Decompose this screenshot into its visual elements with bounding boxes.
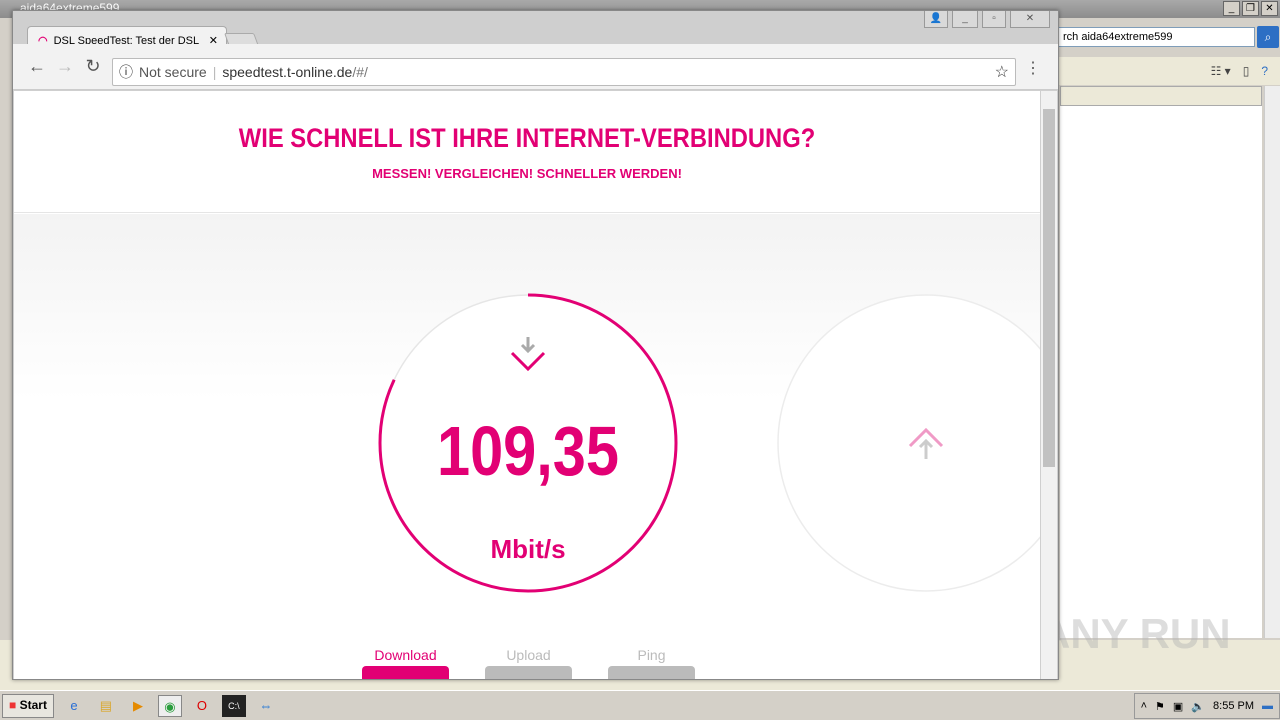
column-header xyxy=(1060,86,1262,106)
file-list xyxy=(1060,106,1262,638)
tab-title: DSL SpeedTest: Test der DSL xyxy=(53,34,200,47)
separator: | xyxy=(212,64,217,80)
info-icon[interactable]: ⓘ xyxy=(119,64,133,80)
background-window-controls: _ ❐ ✕ xyxy=(1223,1,1278,16)
tab-download-label[interactable]: Download xyxy=(374,647,437,663)
file-explorer-icon[interactable]: ▤ xyxy=(99,697,113,713)
scrollbar-thumb[interactable] xyxy=(1043,109,1055,467)
download-arrow-icon xyxy=(510,337,546,372)
minimize-button[interactable]: _ xyxy=(1223,1,1240,16)
cmd-icon[interactable]: C:\ xyxy=(221,694,246,717)
maximize-button[interactable]: ▫ xyxy=(982,11,1006,28)
address-bar[interactable]: ⓘ Not secure | speedtest.t-online.de/#/ … xyxy=(112,58,1016,86)
explorer-toolbar: ☷ ▾ ▯? xyxy=(1058,57,1280,85)
windows-logo-icon: ■ xyxy=(9,697,17,712)
page-header: WIE SCHNELL IST IHRE INTERNET-VERBINDUNG… xyxy=(14,91,1040,213)
tab-download-bar[interactable] xyxy=(362,666,449,679)
close-tab-icon[interactable]: ✕ xyxy=(208,35,218,47)
gauges xyxy=(378,293,1040,593)
taskbar: ■ Start e ▤ ▶ ◉ O C:\ ⇔ ˄ ⚑ ▣ 🔈 8:55 PM … xyxy=(0,690,1280,720)
back-icon[interactable]: ← xyxy=(28,56,46,76)
browser-window: 👤 _ ▫ ✕ ◠ DSL SpeedTest: Test der DSL ✕ … xyxy=(12,10,1059,680)
search-icon[interactable]: ⌕ xyxy=(1257,26,1279,48)
profile-icon[interactable]: 👤 xyxy=(924,11,948,28)
tab-ping-label[interactable]: Ping xyxy=(637,647,666,663)
tab-upload-label[interactable]: Upload xyxy=(506,647,551,663)
view-icon[interactable]: ☷ ▾ xyxy=(1210,64,1231,78)
show-hidden-icons[interactable]: ˄ xyxy=(1140,700,1148,712)
show-desktop-icon[interactable]: ▬ xyxy=(1262,700,1273,712)
restore-button[interactable]: ❐ xyxy=(1242,1,1259,16)
chrome-icon[interactable]: ◉ xyxy=(157,694,182,717)
close-button[interactable]: ✕ xyxy=(1261,1,1278,16)
upload-gauge-track xyxy=(777,294,1040,592)
help-icon[interactable]: ? xyxy=(1261,64,1268,78)
flag-icon[interactable]: ⚑ xyxy=(1155,700,1165,713)
speed-value: 109,35 xyxy=(436,412,619,490)
url-host: speedtest.t-online.de xyxy=(222,64,353,80)
volume-icon[interactable]: 🔈 xyxy=(1191,700,1206,713)
system-tray: ˄ ⚑ ▣ 🔈 8:55 PM ▬ xyxy=(1133,693,1280,719)
browser-window-controls: 👤 _ ▫ ✕ xyxy=(924,11,1050,28)
upload-arrow-icon xyxy=(908,427,944,459)
page-title: WIE SCHNELL IST IHRE INTERNET-VERBINDUNG… xyxy=(238,123,816,153)
search-input[interactable]: rch aida64extreme599 xyxy=(1058,27,1255,47)
page-subtitle: MESSEN! VERGLEICHEN! SCHNELLER WERDEN! xyxy=(372,166,682,181)
clock[interactable]: 8:55 PM xyxy=(1213,700,1254,712)
security-label: Not secure xyxy=(139,64,207,80)
media-player-icon[interactable]: ▶ xyxy=(132,697,143,713)
scrollbar[interactable] xyxy=(1264,86,1280,638)
page-content: WIE SCHNELL IST IHRE INTERNET-VERBINDUNG… xyxy=(14,91,1040,679)
bookmark-star-icon[interactable]: ☆ xyxy=(994,64,1009,81)
minimize-button[interactable]: _ xyxy=(952,11,978,28)
reload-icon[interactable]: ↻ xyxy=(85,56,101,76)
tab-upload-bar[interactable] xyxy=(485,666,572,679)
watermark: ANY RUN xyxy=(1040,610,1231,657)
internet-explorer-icon[interactable]: e xyxy=(70,697,78,713)
close-button[interactable]: ✕ xyxy=(1010,11,1050,28)
start-button[interactable]: ■ Start xyxy=(2,693,54,718)
speedometer-icon: ◠ xyxy=(38,35,48,47)
speed-unit: Mbit/s xyxy=(490,534,566,564)
teamviewer-icon[interactable]: ⇔ xyxy=(259,697,273,713)
url-path: /#/ xyxy=(352,64,368,80)
menu-icon[interactable]: ⋮ xyxy=(1025,60,1041,77)
browser-toolbar: ← → ↻ ⓘ Not secure | speedtest.t-online.… xyxy=(13,44,1058,90)
network-icon[interactable]: ▣ xyxy=(1172,700,1184,713)
start-label: Start xyxy=(19,697,47,712)
forward-icon[interactable]: → xyxy=(56,56,74,76)
tab-ping-bar[interactable] xyxy=(608,666,695,679)
opera-icon[interactable]: O xyxy=(196,697,207,713)
download-progress-arc xyxy=(378,293,678,593)
preview-pane-icon[interactable]: ▯ xyxy=(1242,64,1250,78)
